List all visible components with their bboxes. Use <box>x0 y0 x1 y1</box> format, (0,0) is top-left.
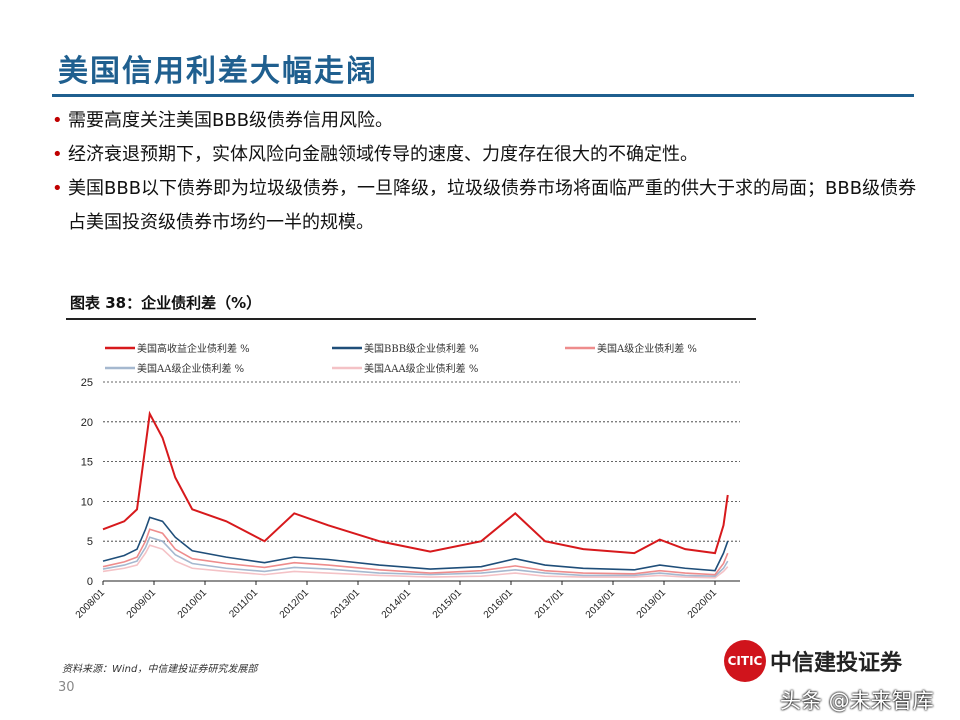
logo-text: 中信建投证券 <box>770 650 903 676</box>
citic-logo: CITIC 中信建投证券 <box>724 640 902 682</box>
bullet-dot-icon: • <box>52 178 63 199</box>
bullet-text: 美国BBB以下债券即为垃圾级债券，一旦降级，垃圾级债券市场将面临严重的供大于求的… <box>68 178 917 233</box>
x-tick-label: 2015/01 <box>431 587 465 621</box>
bullet-text: 需要高度关注美国BBB级债券信用风险。 <box>68 110 394 131</box>
series-line <box>102 536 729 578</box>
citic-logo-mark: CITIC <box>724 640 766 682</box>
bullet-list: • 需要高度关注美国BBB级债券信用风险。 • 经济衰退预期下，实体风险向金融领域传… <box>52 104 932 240</box>
bullet-item: • 经济衰退预期下，实体风险向金融领域传导的速度、力度存在很大的不确定性。 <box>52 138 932 172</box>
y-tick-label: 25 <box>81 377 93 389</box>
x-tick-label: 2017/01 <box>533 587 567 621</box>
title-divider <box>52 94 914 97</box>
series-line <box>102 528 729 576</box>
bullet-text: 经济衰退预期下，实体风险向金融领域传导的速度、力度存在很大的不确定性。 <box>68 144 698 165</box>
bullet-dot-icon: • <box>52 110 63 131</box>
y-tick-label: 5 <box>87 536 93 548</box>
y-tick-label: 15 <box>81 457 93 469</box>
x-tick-label: 2012/01 <box>278 587 312 621</box>
figure-title: 图表 38：企业债利差（%） <box>70 294 262 312</box>
source-note: 资料来源：Wind，中信建投证券研究发展部 <box>62 664 258 675</box>
x-tick-label: 2010/01 <box>176 587 210 621</box>
page-number: 30 <box>58 680 75 695</box>
x-tick-label: 2016/01 <box>482 587 516 621</box>
bullet-item: • 美国BBB以下债券即为垃圾级债券，一旦降级，垃圾级债券市场将面临严重的供大于求… <box>52 172 932 240</box>
bullet-item: • 需要高度关注美国BBB级债券信用风险。 <box>52 104 932 138</box>
page-title: 美国信用利差大幅走阔 <box>58 54 378 89</box>
series-line <box>102 516 729 572</box>
figure-divider <box>66 318 756 320</box>
y-tick-label: 10 <box>81 496 93 508</box>
x-tick-label: 2014/01 <box>380 587 414 621</box>
bullet-dot-icon: • <box>52 144 63 165</box>
legend-label: 美国A级企业债利差 % <box>597 342 697 355</box>
x-tick-label: 2008/01 <box>74 587 108 621</box>
y-tick-label: 20 <box>81 417 93 429</box>
series-line <box>102 410 729 555</box>
x-tick-label: 2011/01 <box>227 587 260 620</box>
x-tick-label: 2018/01 <box>584 587 618 621</box>
legend-label: 美国AA级企业债利差 % <box>137 362 244 375</box>
legend-label: 美国BBB级企业债利差 % <box>364 342 479 355</box>
legend-label: 美国高收益企业债利差 % <box>137 342 250 355</box>
series-line <box>102 544 729 579</box>
x-tick-label: 2013/01 <box>329 587 363 621</box>
x-tick-label: 2009/01 <box>125 587 159 621</box>
watermark: 头条 @未来智库 <box>780 689 934 713</box>
x-tick-label: 2020/01 <box>686 587 720 621</box>
y-tick-label: 0 <box>87 576 93 588</box>
x-tick-label: 2019/01 <box>635 587 669 621</box>
spread-chart: 0 5 10 15 20 25 2008/01 2009/01 2010/01 2011/01 20… <box>74 342 740 621</box>
legend-label: 美国AAA级企业债利差 % <box>364 362 478 375</box>
